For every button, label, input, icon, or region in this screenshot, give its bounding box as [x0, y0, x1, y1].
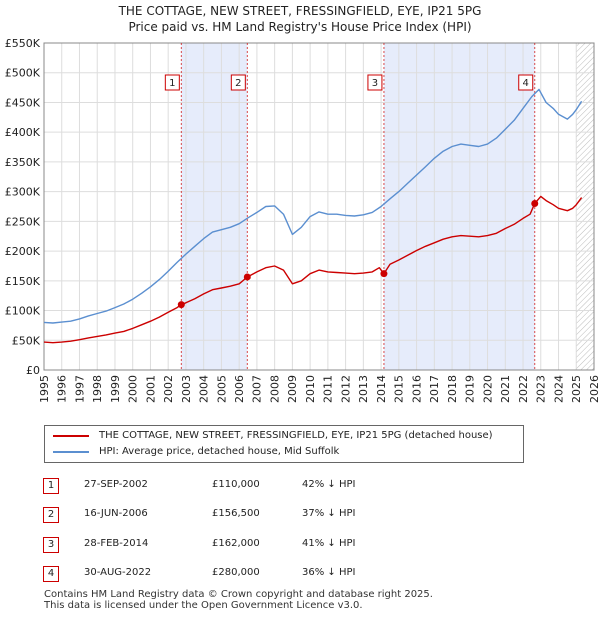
attribution-footer: Contains HM Land Registry data © Crown c… — [44, 589, 433, 611]
x-tick-label: 2000 — [127, 375, 140, 403]
sale-hpi-diff: 42% ↓ HPI — [302, 479, 356, 490]
x-tick-label: 1996 — [56, 375, 69, 403]
legend-label-property: THE COTTAGE, NEW STREET, FRESSINGFIELD, … — [99, 430, 493, 441]
y-tick-label: £150K — [5, 275, 41, 288]
x-tick-label: 2026 — [588, 375, 600, 403]
x-tick-label: 2004 — [198, 375, 211, 403]
x-tick-label: 2017 — [428, 375, 441, 403]
x-tick-label: 1999 — [109, 375, 122, 403]
sale-number-label: 3 — [372, 78, 378, 89]
x-tick-label: 2025 — [570, 375, 583, 403]
x-tick-label: 2014 — [375, 375, 388, 403]
y-tick-label: £100K — [5, 305, 41, 318]
sale-point — [380, 270, 388, 278]
sale-point — [177, 301, 185, 309]
x-tick-label: 2018 — [446, 375, 459, 403]
license-line: This data is licensed under the Open Gov… — [44, 600, 363, 611]
x-tick-label: 2019 — [464, 375, 477, 403]
sale-date: 27-SEP-2002 — [84, 479, 148, 490]
sale-number-box — [230, 74, 246, 91]
price-chart: £0 £50K £100K £150K £200K £250K £300K £350K £400… — [5, 37, 600, 403]
x-tick-label: 2010 — [304, 375, 317, 403]
sale-point — [531, 200, 539, 208]
forecast-hatch — [576, 43, 594, 370]
sale-number-label: 2 — [235, 78, 241, 89]
x-tick-label: 2016 — [410, 375, 423, 403]
x-tick-label: 1998 — [91, 375, 104, 403]
x-tick-label: 2023 — [535, 375, 548, 403]
y-tick-label: £250K — [5, 215, 41, 228]
y-tick-label: £400K — [5, 126, 41, 139]
sale-number-label: 4 — [523, 78, 529, 89]
sale-hpi-diff: 41% ↓ HPI — [302, 538, 356, 549]
legend-swatch-hpi — [53, 451, 89, 453]
sale-number-badge: 4 — [43, 566, 59, 582]
y-tick-label: £300K — [5, 186, 41, 199]
sale-date: 16-JUN-2006 — [84, 508, 148, 519]
chart-legend: THE COTTAGE, NEW STREET, FRESSINGFIELD, … — [44, 425, 524, 463]
x-tick-label: 2008 — [268, 375, 281, 403]
x-tick-label: 2021 — [499, 375, 512, 403]
x-tick-label: 2001 — [144, 375, 157, 403]
legend-label-hpi: HPI: Average price, detached house, Mid … — [99, 446, 340, 457]
x-tick-label: 2007 — [251, 375, 264, 403]
sale-row: 3 28-FEB-2014 £162,000 41% ↓ HPI — [0, 536, 600, 556]
sale-hpi-diff: 37% ↓ HPI — [302, 508, 356, 519]
sale-number-badge: 1 — [43, 478, 59, 494]
sale-period-shading — [383, 43, 535, 370]
sale-row: 1 27-SEP-2002 £110,000 42% ↓ HPI — [0, 477, 600, 497]
chart-subtitle: Price paid vs. HM Land Registry's House … — [128, 20, 472, 34]
x-tick-label: 2012 — [339, 375, 352, 403]
x-tick-label: 1995 — [38, 375, 51, 403]
plot-frame — [43, 42, 595, 371]
x-tick-label: 2020 — [481, 375, 494, 403]
chart-title-block: THE COTTAGE, NEW STREET, FRESSINGFIELD, … — [0, 3, 600, 35]
sale-number-badge: 3 — [43, 537, 59, 553]
x-tick-label: 2011 — [322, 375, 335, 403]
y-tick-label: £50K — [12, 334, 41, 347]
y-tick-label: £0 — [26, 364, 40, 377]
x-tick-label: 2024 — [552, 375, 565, 403]
sale-number-label: 1 — [169, 78, 175, 89]
sale-row: 2 16-JUN-2006 £156,500 37% ↓ HPI — [0, 506, 600, 526]
x-tick-label: 1997 — [73, 375, 86, 403]
series-line-hpi — [43, 88, 583, 324]
y-tick-label: £200K — [5, 245, 41, 258]
attribution-line: Contains HM Land Registry data © Crown c… — [44, 589, 433, 600]
sale-row: 4 30-AUG-2022 £280,000 36% ↓ HPI — [0, 565, 600, 585]
x-tick-label: 2022 — [517, 375, 530, 403]
sale-period-shading — [181, 43, 248, 370]
y-tick-label: £500K — [5, 67, 41, 80]
sale-price: £156,500 — [212, 508, 260, 519]
x-tick-label: 2006 — [233, 375, 246, 403]
sale-date: 28-FEB-2014 — [84, 538, 149, 549]
sale-hpi-diff: 36% ↓ HPI — [302, 567, 356, 578]
sale-point — [243, 273, 251, 281]
sale-number-box — [518, 74, 534, 91]
x-tick-label: 2002 — [162, 375, 175, 403]
sale-price: £280,000 — [212, 567, 260, 578]
sale-date: 30-AUG-2022 — [84, 567, 152, 578]
x-tick-label: 2009 — [286, 375, 299, 403]
series-line-property — [43, 195, 583, 344]
x-tick-label: 2013 — [357, 375, 370, 403]
sale-number-box — [367, 74, 383, 91]
y-tick-label: £450K — [5, 96, 41, 109]
legend-swatch-property — [53, 435, 89, 437]
x-tick-label: 2005 — [215, 375, 228, 403]
sale-price: £110,000 — [212, 479, 260, 490]
y-tick-label: £350K — [5, 156, 41, 169]
sale-number-box — [164, 74, 180, 91]
sale-price: £162,000 — [212, 538, 260, 549]
x-tick-label: 2003 — [180, 375, 193, 403]
y-tick-label: £550K — [5, 37, 41, 50]
x-tick-label: 2015 — [393, 375, 406, 403]
sale-number-badge: 2 — [43, 507, 59, 523]
chart-title: THE COTTAGE, NEW STREET, FRESSINGFIELD, … — [118, 4, 482, 18]
